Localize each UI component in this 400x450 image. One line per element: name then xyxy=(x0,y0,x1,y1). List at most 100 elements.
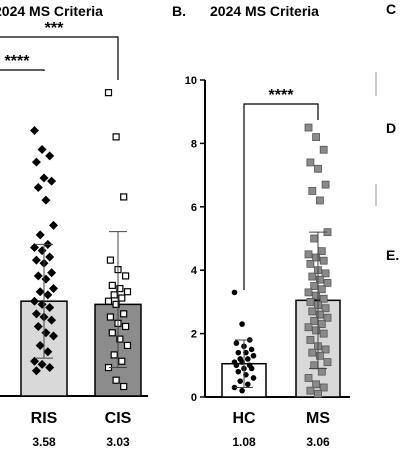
data-point xyxy=(31,366,41,376)
data-point xyxy=(110,291,118,299)
data-point xyxy=(104,89,113,97)
data-point xyxy=(304,123,313,132)
data-point xyxy=(306,158,315,167)
data-point xyxy=(319,294,328,303)
data-point xyxy=(37,359,47,369)
data-point xyxy=(120,193,128,201)
panel-d-label: D xyxy=(386,120,396,136)
panel-b-chart: 0 2 4 6 8 10 HC 1.08 MS 3.06 **** xyxy=(185,75,350,449)
data-point xyxy=(315,310,324,319)
data-point xyxy=(39,173,49,183)
y-tick-label: 10 xyxy=(185,75,197,87)
panel-b-label: B. xyxy=(172,3,186,19)
data-point xyxy=(31,255,41,265)
data-point xyxy=(112,300,120,308)
data-point xyxy=(308,307,317,316)
data-point xyxy=(239,321,245,327)
data-point xyxy=(317,367,326,376)
data-point xyxy=(323,358,332,367)
data-point xyxy=(104,297,113,305)
data-point xyxy=(314,164,322,173)
category-value-label: 1.08 xyxy=(232,435,256,449)
data-point xyxy=(306,259,315,268)
data-point xyxy=(321,304,330,313)
data-point xyxy=(112,133,120,141)
data-point xyxy=(250,352,257,359)
panel-e-label: E. xyxy=(386,247,399,263)
data-point xyxy=(245,381,251,388)
left-panel-title: 2024 MS Criteria xyxy=(0,3,103,19)
data-point xyxy=(30,242,39,252)
data-point xyxy=(35,230,45,240)
data-point xyxy=(118,294,126,302)
data-point xyxy=(231,384,238,391)
category-value-label: 3.03 xyxy=(106,435,130,449)
data-point xyxy=(233,340,240,346)
data-point xyxy=(118,357,126,365)
data-point xyxy=(49,284,58,294)
significance-bracket xyxy=(0,69,45,71)
data-point xyxy=(47,176,57,186)
data-point xyxy=(235,368,242,375)
data-point xyxy=(319,256,328,265)
significance-label: **** xyxy=(5,53,31,70)
data-point xyxy=(312,253,321,262)
data-point xyxy=(304,288,313,297)
panel-c-label: C xyxy=(386,1,396,17)
data-point xyxy=(110,351,118,359)
data-point xyxy=(30,126,39,136)
data-point xyxy=(31,157,41,167)
data-point xyxy=(108,281,116,289)
data-point xyxy=(45,363,55,373)
data-point xyxy=(112,376,120,384)
significance-bracket xyxy=(0,36,119,80)
data-point xyxy=(323,278,332,287)
data-point xyxy=(310,361,319,370)
significance-label: *** xyxy=(45,20,64,37)
data-point xyxy=(35,287,45,297)
data-point xyxy=(121,322,130,331)
data-point xyxy=(30,356,39,366)
data-point xyxy=(321,180,330,189)
data-point xyxy=(33,271,43,281)
data-point xyxy=(304,374,313,382)
y-tick-label: 0 xyxy=(191,392,197,404)
data-point xyxy=(308,348,317,357)
data-point xyxy=(250,375,257,381)
data-point xyxy=(308,272,317,281)
data-point xyxy=(308,187,317,195)
data-point xyxy=(231,289,238,296)
data-point xyxy=(49,220,58,230)
category-label: HC xyxy=(232,410,256,427)
data-point xyxy=(312,133,321,141)
data-point xyxy=(306,297,315,306)
data-point xyxy=(123,341,132,350)
y-tick-label: 4 xyxy=(191,265,198,277)
data-point xyxy=(312,380,321,389)
data-point xyxy=(248,365,255,372)
y-tick-label: 8 xyxy=(191,138,197,150)
data-point xyxy=(47,315,57,325)
data-point xyxy=(306,386,315,395)
data-point xyxy=(121,272,130,280)
data-point xyxy=(245,356,251,362)
data-point xyxy=(321,269,330,278)
category-value-label: 3.06 xyxy=(306,435,330,449)
data-point xyxy=(116,335,124,343)
data-point xyxy=(45,252,55,262)
data-point xyxy=(310,234,319,243)
data-point xyxy=(37,145,47,155)
data-point xyxy=(108,329,116,337)
category-label: MS xyxy=(306,410,330,427)
panel-b-title: 2024 MS Criteria xyxy=(210,3,319,19)
data-point xyxy=(30,296,39,306)
data-point xyxy=(35,340,45,350)
data-point xyxy=(45,303,55,313)
data-point xyxy=(41,195,51,205)
data-point xyxy=(237,378,243,384)
data-point xyxy=(314,389,322,398)
significance-bracket xyxy=(243,103,319,290)
data-point xyxy=(116,284,124,293)
